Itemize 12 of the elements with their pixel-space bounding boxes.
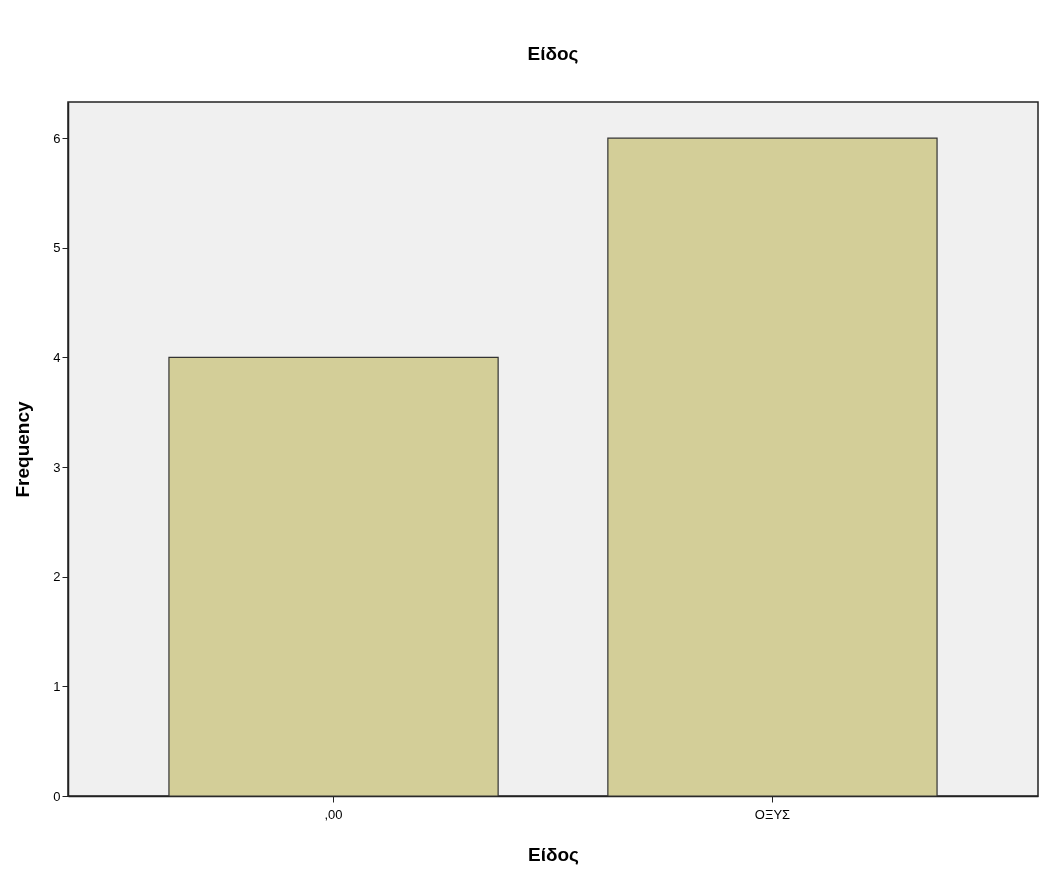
x-axis-title: Είδος bbox=[528, 843, 580, 865]
y-tick-label: 0 bbox=[53, 788, 61, 804]
y-tick-label: 3 bbox=[53, 459, 61, 475]
chart-title: Είδος bbox=[527, 43, 579, 64]
x-tick-label: ΟΞΥΣ bbox=[754, 806, 791, 822]
y-tick-label: 5 bbox=[53, 240, 61, 256]
y-tick-label: 6 bbox=[53, 130, 61, 146]
y-tick-label: 4 bbox=[53, 349, 61, 365]
x-tick-label: ,00 bbox=[324, 806, 343, 822]
y-tick-label: 1 bbox=[53, 678, 61, 694]
y-tick-label: 2 bbox=[53, 569, 61, 585]
y-axis-title: Frequency bbox=[12, 401, 34, 498]
